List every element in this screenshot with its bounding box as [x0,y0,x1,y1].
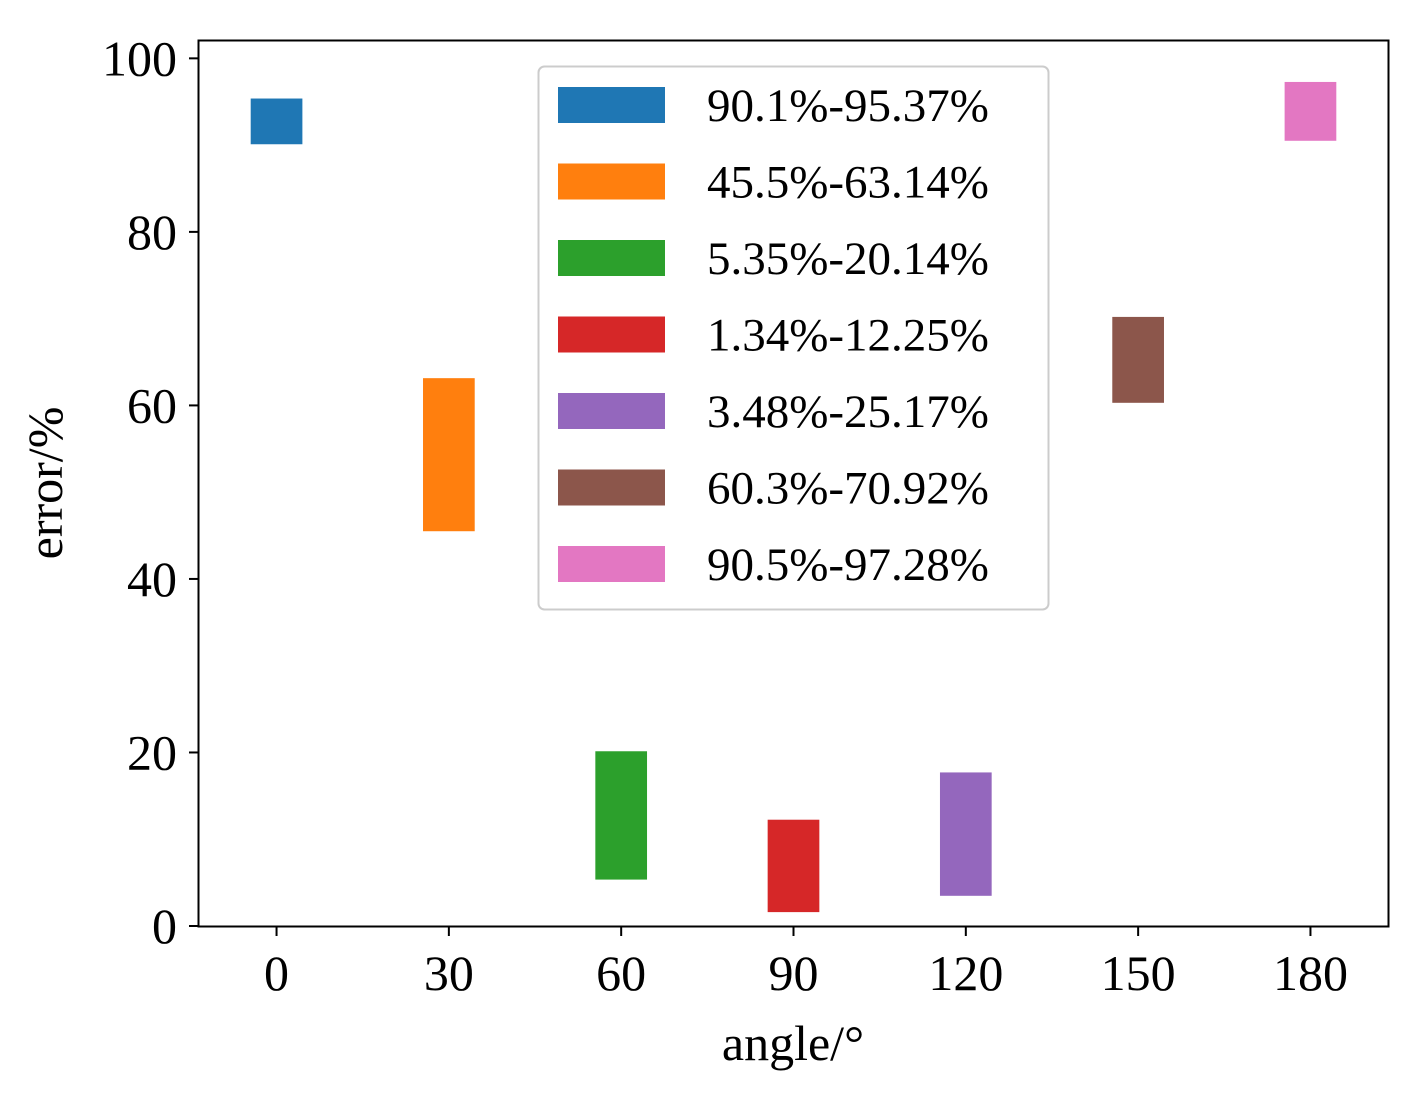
y-tick-label: 0 [152,898,177,954]
legend-swatch [558,316,665,353]
bar-150 [1112,316,1164,403]
x-tick-label: 180 [1273,945,1348,1001]
x-tick-label: 0 [264,945,289,1001]
x-tick-label: 120 [928,945,1003,1001]
bar-60 [595,751,648,880]
legend-entries: 90.1%-95.37% 45.5%-63.14% 5.35%-20.14% 1.34… [558,80,989,591]
legend-label: 60.3%-70.92% [707,463,989,515]
bar-120 [939,772,992,896]
y-tick-label: 40 [127,551,177,607]
y-tick-label: 20 [127,724,177,780]
x-tick-label: 60 [596,945,646,1001]
y-tick-label: 80 [127,204,177,260]
bar-180 [1284,81,1337,141]
bar-0 [250,98,303,145]
legend-swatch [558,469,665,506]
bar-30 [423,378,475,532]
x-tick-label: 150 [1101,945,1176,1001]
y-tick-label: 60 [127,377,177,433]
legend-swatch [558,87,665,123]
legend: 90.1%-95.37% 45.5%-63.14% 5.35%-20.14% 1.34… [537,65,1050,611]
y-axis-label: error/% [17,407,73,560]
legend-label: 90.5%-97.28% [707,539,989,591]
legend-swatch [558,240,665,276]
x-tick-label: 30 [424,945,474,1001]
legend-swatch [558,546,665,582]
legend-label: 3.48%-25.17% [707,386,989,438]
legend-frame [537,65,1050,611]
legend-swatch [558,393,665,429]
legend-label: 5.35%-20.14% [707,233,989,285]
legend-label: 1.34%-12.25% [707,310,989,362]
legend-swatch [558,163,665,200]
legend-label: 90.1%-95.37% [707,80,989,132]
y-axis: 0 20 40 60 80 100 [102,30,199,954]
x-axis-label: angle/° [722,1015,864,1071]
legend-label: 45.5%-63.14% [707,157,989,209]
y-tick-label: 100 [102,30,177,86]
bars-layer [250,81,1337,913]
x-axis: 0 30 60 90 120 150 180 [264,926,1348,1001]
x-tick-label: 90 [769,945,819,1001]
bar-90 [767,819,820,913]
